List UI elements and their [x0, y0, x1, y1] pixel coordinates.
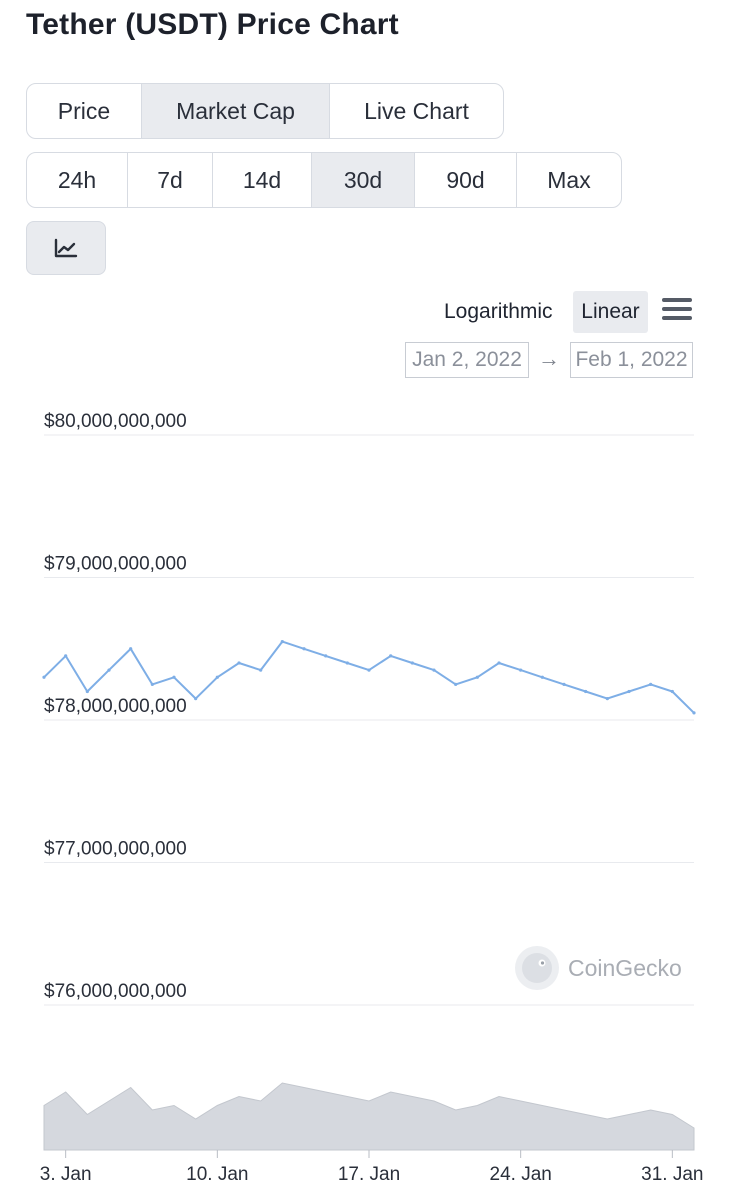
line-chart-icon	[54, 238, 78, 258]
data-point	[670, 689, 674, 694]
range-24h-button[interactable]: 24h	[27, 153, 128, 207]
y-tick-label: $80,000,000,000	[44, 411, 187, 432]
range-max-button[interactable]: Max	[547, 166, 591, 193]
scale-logarithmic-option[interactable]: Logarithmic	[444, 300, 553, 323]
x-tick-label: 31. Jan	[641, 1164, 703, 1185]
data-point	[605, 697, 609, 701]
data-point	[150, 682, 154, 686]
x-axis-labels: 3. Jan 10. Jan 17. Jan 24. Jan 31. Jan	[40, 1150, 703, 1185]
data-point	[259, 668, 263, 672]
chart-mode-tabs: Price Market Cap Live Chart	[26, 83, 504, 139]
data-point	[584, 689, 588, 694]
data-point	[432, 668, 436, 672]
y-tick-label: $78,000,000,000	[44, 696, 187, 717]
data-point	[194, 697, 198, 701]
x-tick-label: 3. Jan	[40, 1164, 92, 1185]
scale-linear-option[interactable]: Linear	[573, 291, 648, 333]
market-cap-chart[interactable]: $80,000,000,000 $79,000,000,000 $78,000,00…	[0, 400, 738, 1200]
coingecko-watermark: CoinGecko	[515, 946, 682, 990]
y-tick-label: $77,000,000,000	[44, 839, 187, 860]
data-point	[215, 675, 219, 679]
data-point	[107, 668, 111, 672]
arrow-right-icon: →	[538, 346, 560, 371]
data-point	[410, 661, 414, 665]
data-point	[85, 689, 89, 694]
tab-live-chart[interactable]: Live Chart	[364, 97, 469, 124]
data-point	[389, 654, 393, 658]
data-point	[497, 661, 501, 665]
data-point	[129, 647, 133, 651]
data-point	[302, 647, 306, 651]
series-layer	[42, 640, 696, 715]
range-30d-button[interactable]: 30d	[312, 153, 415, 207]
range-90d-button[interactable]: 90d	[415, 153, 517, 207]
gecko-logo-icon	[515, 946, 559, 990]
x-tick-label: 17. Jan	[338, 1164, 400, 1185]
data-point	[519, 668, 523, 672]
tab-price[interactable]: Price	[27, 84, 142, 138]
data-point	[454, 682, 458, 686]
data-point	[172, 675, 176, 679]
x-tick-label: 24. Jan	[490, 1164, 552, 1185]
time-range-selector: 24h 7d 14d 30d 90d Max	[26, 152, 622, 208]
range-7d-button[interactable]: 7d	[128, 153, 213, 207]
date-to-input[interactable]: Feb 1, 2022	[570, 342, 693, 378]
data-point	[649, 682, 653, 686]
data-point	[324, 654, 328, 658]
x-tick-label: 10. Jan	[186, 1164, 248, 1185]
data-point	[562, 682, 566, 686]
navigator-series-area	[43, 1082, 695, 1151]
range-14d-button[interactable]: 14d	[213, 153, 312, 207]
data-point	[280, 640, 284, 644]
data-point	[345, 661, 349, 665]
data-point	[692, 711, 696, 715]
y-tick-label: $79,000,000,000	[44, 554, 187, 575]
date-from-input[interactable]: Jan 2, 2022	[405, 342, 529, 378]
page-title: Tether (USDT) Price Chart	[26, 8, 399, 41]
data-point	[42, 675, 46, 679]
data-point	[475, 675, 479, 679]
y-tick-label: $76,000,000,000	[44, 981, 187, 1002]
chart-type-button[interactable]	[26, 221, 106, 275]
data-point	[367, 668, 371, 672]
data-point	[627, 689, 631, 694]
navigator-area[interactable]	[43, 1082, 695, 1151]
hamburger-menu-icon[interactable]	[662, 298, 692, 322]
y-axis-labels: $80,000,000,000 $79,000,000,000 $78,000,00…	[44, 411, 187, 1002]
watermark-text: CoinGecko	[568, 955, 682, 981]
tab-market-cap[interactable]: Market Cap	[142, 84, 330, 138]
grid-lines	[44, 434, 694, 1006]
data-point	[64, 654, 68, 658]
data-point	[237, 661, 241, 665]
data-point	[540, 675, 544, 679]
